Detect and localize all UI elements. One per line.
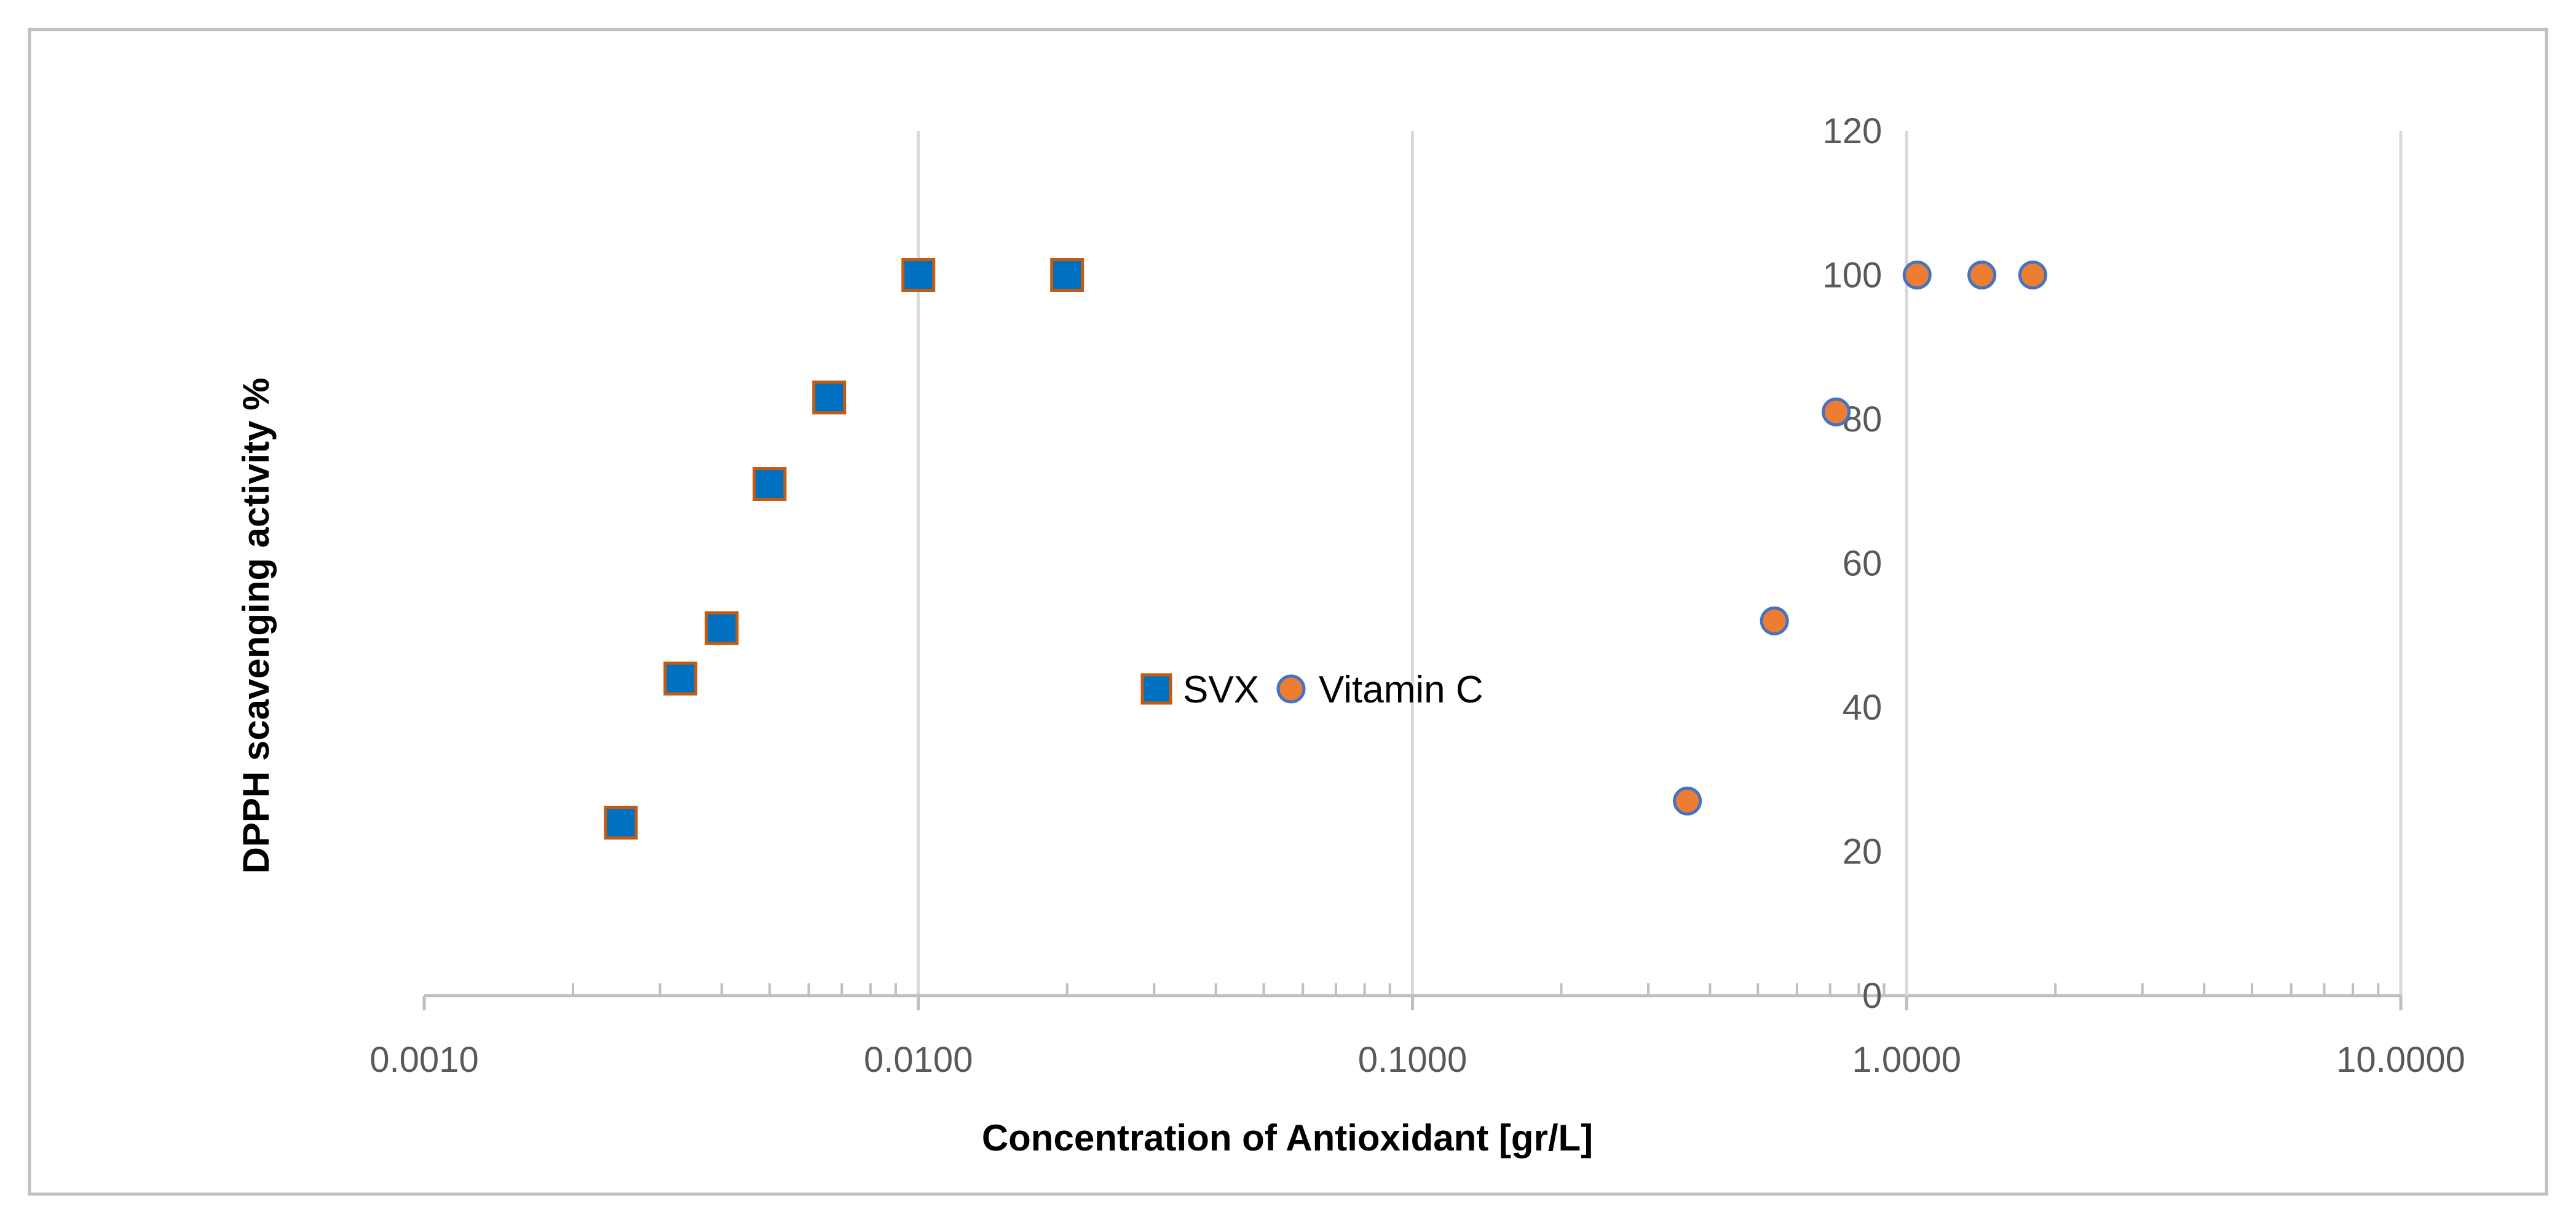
x-tick-label: 0.1000 xyxy=(1358,1040,1467,1080)
legend-entry-svx: SVX xyxy=(1140,669,1259,711)
data-point-svx xyxy=(753,467,787,501)
legend-entry-vitamin-c: Vitamin C xyxy=(1276,669,1484,711)
x-tick-label: 10.0000 xyxy=(2336,1040,2465,1080)
series-vitamin-c xyxy=(1673,261,2047,816)
data-point-svx xyxy=(812,380,847,415)
data-point-svx xyxy=(705,611,739,645)
x-tick-label: 0.0010 xyxy=(369,1040,478,1080)
legend-marker-svx xyxy=(1140,673,1172,705)
y-tick-label: 100 xyxy=(1822,256,1882,296)
series-svx xyxy=(604,258,1085,840)
chart-border xyxy=(28,28,2548,1196)
data-point-svx xyxy=(1050,258,1085,292)
legend-label-svx: SVX xyxy=(1183,669,1259,711)
x-axis: 0.0010 0.0100 0.1000 1.0000 10.0000 xyxy=(369,983,2465,1080)
x-tick-label: 0.0100 xyxy=(864,1040,973,1080)
y-tick-label: 20 xyxy=(1843,832,1883,872)
legend: SVX Vitamin C xyxy=(1140,669,1484,711)
x-axis-title: Concentration of Antioxidant [gr/L] xyxy=(982,1117,1593,1158)
y-tick-label: 0 xyxy=(1862,976,1882,1016)
data-point-vitamin-c xyxy=(1760,606,1789,635)
x-tick-label: 1.0000 xyxy=(1852,1040,1961,1080)
data-point-vitamin-c xyxy=(1902,261,1932,289)
data-point-vitamin-c xyxy=(2018,261,2047,289)
data-point-svx xyxy=(663,661,698,696)
data-point-svx xyxy=(604,806,638,840)
series-layer xyxy=(604,258,2047,840)
legend-marker-vitamin-c xyxy=(1276,674,1306,704)
data-point-vitamin-c xyxy=(1822,397,1851,427)
y-axis-title: DPPH scavenging activity % xyxy=(235,378,277,874)
y-tick-label: 40 xyxy=(1843,688,1883,728)
data-point-svx xyxy=(901,258,936,292)
data-point-vitamin-c xyxy=(1967,261,1997,289)
y-tick-label: 120 xyxy=(1822,111,1882,151)
legend-label-vitamin-c: Vitamin C xyxy=(1319,669,1484,711)
data-point-vitamin-c xyxy=(1673,786,1702,816)
y-tick-label: 60 xyxy=(1843,544,1883,584)
